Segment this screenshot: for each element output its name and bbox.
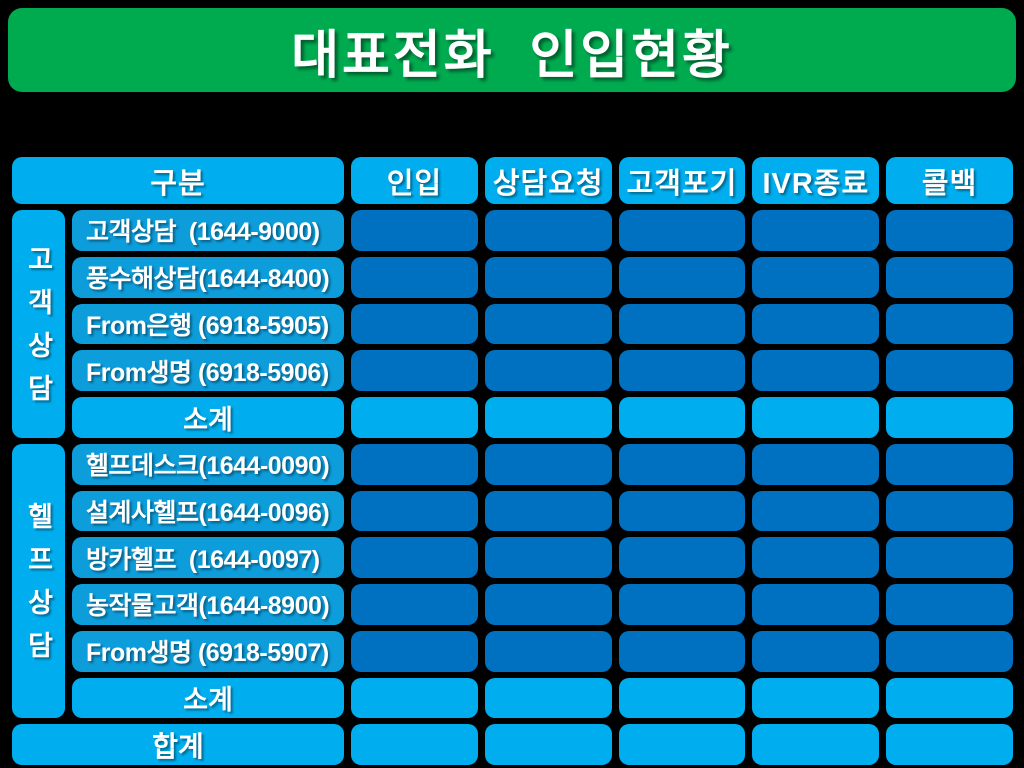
data-cell <box>752 303 880 345</box>
row-label-customer-consult-1644-9000: 고객상담 (1644-9000) <box>72 210 344 251</box>
data-cell <box>618 630 746 672</box>
data-cell <box>351 256 478 298</box>
page-title: 대표전화 인입현황 <box>291 26 733 85</box>
data-cell <box>752 584 880 625</box>
col-header-category: 구분 <box>12 157 344 204</box>
data-cell <box>618 584 746 625</box>
data-cell <box>886 443 1013 485</box>
group-label-customer-consult: 고객상담 <box>12 210 65 438</box>
data-cell <box>351 210 478 251</box>
group-label-help-consult: 헬프상담 <box>12 443 65 719</box>
data-cell <box>886 256 1013 298</box>
subtotal-cell <box>618 397 746 438</box>
data-cell <box>752 256 880 298</box>
call-status-table: 구분 인입 상담요청 고객포기 IVR종료 콜백 고객상담 헬프상담 고객상담 … <box>12 157 1013 765</box>
data-cell <box>484 537 612 578</box>
data-cell <box>752 630 880 672</box>
total-cell <box>351 724 478 765</box>
data-cell <box>618 537 746 578</box>
subtotal-cell <box>484 397 612 438</box>
data-cell <box>618 303 746 345</box>
row-label-crop-customer-1644-8900: 농작물고객(1644-8900) <box>72 584 344 625</box>
data-cell <box>752 443 880 485</box>
data-cell <box>618 350 746 391</box>
total-cell <box>618 724 746 765</box>
subtotal-cell <box>886 397 1013 438</box>
data-cell <box>351 490 478 532</box>
row-label-planner-help-1644-0096: 설계사헬프(1644-0096) <box>72 490 344 532</box>
data-cell <box>484 630 612 672</box>
data-cell <box>484 210 612 251</box>
data-cell <box>484 350 612 391</box>
data-cell <box>351 443 478 485</box>
data-cell <box>886 210 1013 251</box>
title-banner: 대표전화 인입현황 <box>8 8 1016 92</box>
row-label-helpdesk-1644-0090: 헬프데스크(1644-0090) <box>72 443 344 485</box>
data-cell <box>752 210 880 251</box>
data-cell <box>351 630 478 672</box>
data-cell <box>886 350 1013 391</box>
subtotal-cell <box>351 397 478 438</box>
data-cell <box>886 537 1013 578</box>
row-label-storm-flood-consult-1644-8400: 풍수해상담(1644-8400) <box>72 256 344 298</box>
data-cell <box>618 490 746 532</box>
data-cell <box>351 303 478 345</box>
col-header-ivr-end: IVR종료 <box>752 157 880 204</box>
subtotal-cell <box>618 677 746 719</box>
data-cell <box>484 256 612 298</box>
data-cell <box>618 210 746 251</box>
row-label-from-life-6918-5907: From생명 (6918-5907) <box>72 630 344 672</box>
row-label-subtotal-help: 소계 <box>72 677 344 719</box>
subtotal-cell <box>752 677 880 719</box>
row-label-from-life-6918-5906: From생명 (6918-5906) <box>72 350 344 391</box>
col-header-inbound: 인입 <box>351 157 478 204</box>
data-cell <box>886 584 1013 625</box>
data-cell <box>351 350 478 391</box>
subtotal-cell <box>752 397 880 438</box>
total-cell <box>886 724 1013 765</box>
data-cell <box>752 537 880 578</box>
row-label-banca-help-1644-0097: 방카헬프 (1644-0097) <box>72 537 344 578</box>
data-cell <box>618 256 746 298</box>
col-header-callback: 콜백 <box>886 157 1013 204</box>
row-label-grand-total: 합계 <box>12 724 344 765</box>
data-cell <box>484 490 612 532</box>
data-cell <box>484 443 612 485</box>
data-cell <box>752 350 880 391</box>
total-cell <box>752 724 880 765</box>
data-cell <box>886 630 1013 672</box>
col-header-customer-abandon: 고객포기 <box>618 157 746 204</box>
subtotal-cell <box>484 677 612 719</box>
data-cell <box>351 584 478 625</box>
data-cell <box>484 303 612 345</box>
data-cell <box>886 303 1013 345</box>
data-cell <box>618 443 746 485</box>
subtotal-cell <box>886 677 1013 719</box>
row-label-from-bank-6918-5905: From은행 (6918-5905) <box>72 303 344 345</box>
col-header-consult-request: 상담요청 <box>484 157 612 204</box>
total-cell <box>484 724 612 765</box>
row-label-subtotal-customer: 소계 <box>72 397 344 438</box>
data-cell <box>886 490 1013 532</box>
data-cell <box>752 490 880 532</box>
data-cell <box>351 537 478 578</box>
subtotal-cell <box>351 677 478 719</box>
data-cell <box>484 584 612 625</box>
